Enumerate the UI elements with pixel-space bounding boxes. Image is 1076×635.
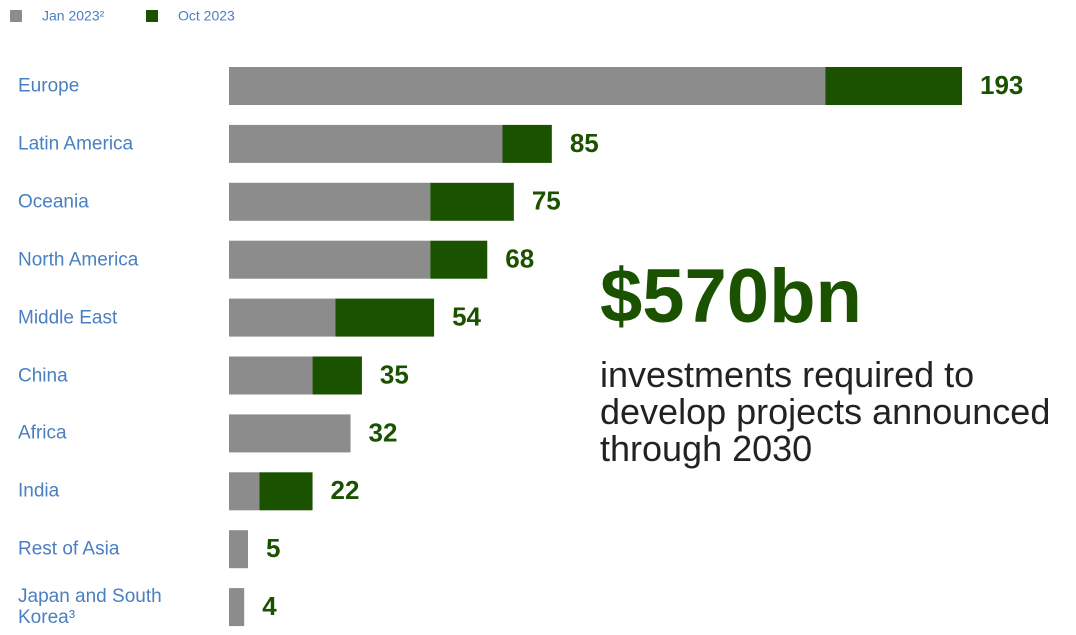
total-label: 68 (505, 244, 534, 274)
category-label: Japan and South Korea³ (18, 586, 162, 629)
category-label: Middle East (18, 307, 118, 329)
total-label: 35 (380, 359, 409, 389)
legend-label: Oct 2023 (178, 8, 235, 24)
bar-segment (825, 67, 962, 105)
bar-segment (259, 472, 313, 511)
legend-swatch (10, 10, 22, 22)
bar-segment (229, 240, 431, 279)
bar-segment (229, 530, 248, 569)
category-label: Rest of Asia (18, 538, 120, 560)
category-label: Europe (18, 75, 80, 97)
bar-segment (229, 588, 245, 627)
total-label: 4 (262, 591, 277, 621)
bar-segment (229, 472, 260, 511)
total-label: 54 (452, 301, 481, 331)
bar-segment (229, 298, 336, 337)
bar-segment (229, 67, 826, 105)
total-label: 85 (570, 128, 599, 158)
bar-segment (430, 240, 488, 279)
bar-segment (335, 298, 435, 337)
category-label: India (18, 480, 60, 502)
bar-segment (229, 124, 503, 163)
bar-segment (229, 414, 351, 453)
category-label: North America (18, 249, 139, 271)
total-label: 193 (980, 70, 1023, 100)
category-label: Africa (18, 422, 67, 444)
bar-segment (312, 356, 362, 395)
category-label: Oceania (18, 191, 89, 213)
legend-label: Jan 2023² (42, 8, 105, 24)
total-label: 5 (266, 533, 280, 563)
headline: $570bn (600, 254, 862, 339)
total-label: 22 (331, 475, 360, 505)
category-label: Latin America (18, 133, 134, 155)
total-label: 32 (369, 417, 398, 447)
bar-segment (502, 124, 552, 163)
total-label: 75 (532, 186, 561, 216)
bar-segment (229, 182, 431, 221)
legend-swatch (146, 10, 158, 22)
category-label: China (18, 365, 68, 386)
bar-segment (229, 356, 313, 395)
bar-segment (430, 182, 514, 221)
callout-text: investments required to develop projects… (600, 354, 1051, 469)
